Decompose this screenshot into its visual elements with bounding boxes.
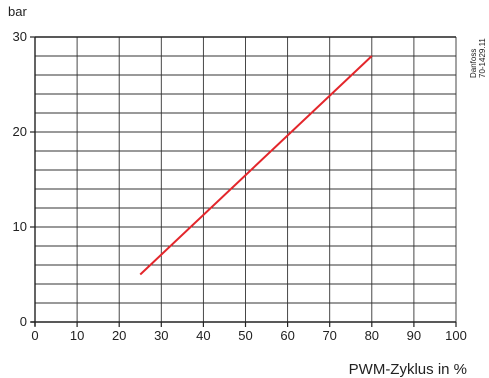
tick-labels: 0 10 20 30 0 10 20 30 40 50 60 70 80 90 100 [13,29,467,343]
side-note-line2: 70-1429.11 [478,38,487,78]
side-note: Danfoss 70-1429.11 [469,38,487,78]
side-note-line1: Danfoss [469,49,478,78]
series-line [139,55,373,276]
x-tick-label: 30 [154,328,168,343]
y-tick-label: 30 [13,29,27,44]
x-tick-label: 10 [70,328,84,343]
y-tick-label: 0 [20,314,27,329]
x-tick-label: 80 [365,328,379,343]
x-tick-label: 40 [196,328,210,343]
y-axis-unit-label: bar [8,4,27,19]
x-tick-label: 0 [31,328,38,343]
series-layer [139,55,373,276]
y-tick-label: 20 [13,124,27,139]
x-tick-label: 90 [407,328,421,343]
axes [30,36,457,327]
x-tick-label: 60 [280,328,294,343]
grid [35,37,457,322]
x-tick-label: 50 [238,328,252,343]
x-tick-label: 100 [445,328,467,343]
x-axis-title: PWM-Zyklus in % [349,361,467,378]
y-tick-label: 10 [13,219,27,234]
x-tick-label: 70 [322,328,336,343]
x-tick-label: 20 [112,328,126,343]
